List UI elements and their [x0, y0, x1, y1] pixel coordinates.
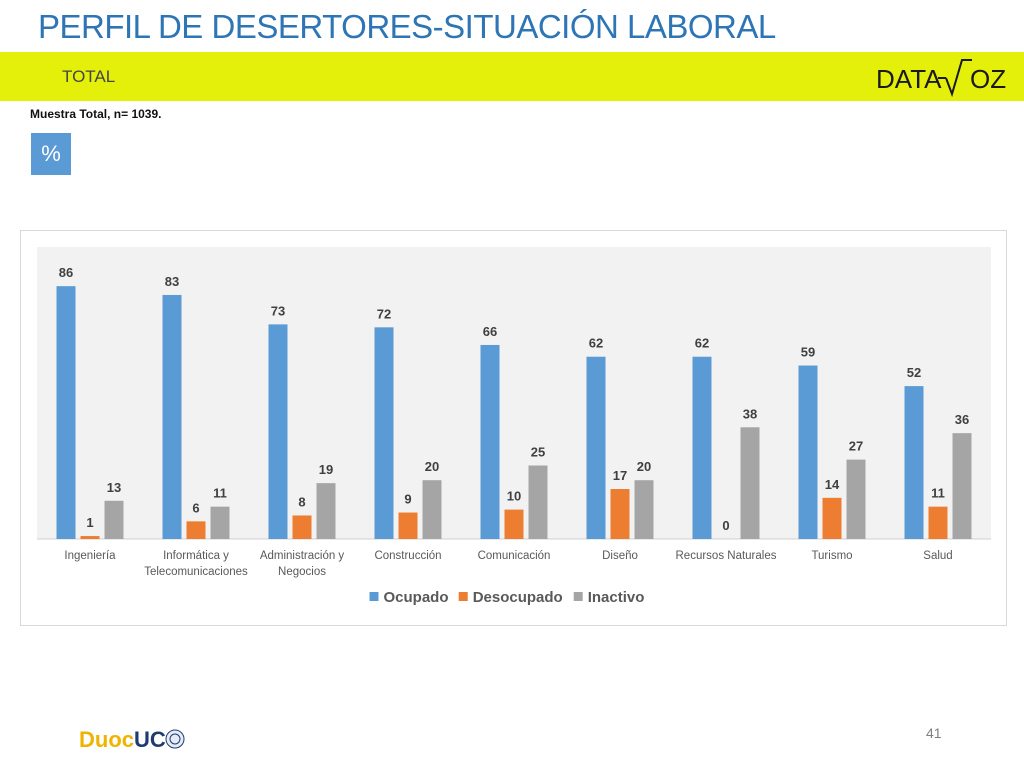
bar-desocupado-1: [186, 521, 206, 539]
category-label: Turismo: [811, 550, 852, 562]
category-label: Informática y: [163, 550, 229, 562]
data-label: 0: [722, 518, 729, 533]
category-label: Telecomunicaciones: [144, 566, 248, 578]
bar-ocupado-2: [268, 324, 288, 539]
data-label: 62: [695, 336, 709, 351]
percent-badge: %: [31, 133, 71, 175]
data-label: 73: [271, 303, 285, 318]
bar-desocupado-0: [80, 536, 100, 539]
bar-inactivo-1: [210, 506, 230, 539]
data-label: 13: [107, 480, 121, 495]
svg-text:Duoc: Duoc: [79, 727, 134, 752]
bar-inactivo-6: [740, 427, 760, 539]
bar-ocupado-8: [904, 386, 924, 539]
legend-label-inactivo: Inactivo: [588, 589, 645, 606]
category-label: Construcción: [374, 550, 441, 562]
datavoz-logo: DATA OZ: [876, 59, 1006, 97]
bar-inactivo-8: [952, 433, 972, 539]
data-label: 59: [801, 345, 815, 360]
plot-area: [37, 247, 991, 539]
svg-text:OZ: OZ: [970, 64, 1006, 94]
data-label: 25: [531, 445, 545, 460]
legend-swatch-desocupado: [458, 592, 468, 601]
slide-subtitle: TOTAL: [62, 67, 116, 86]
sample-note: Muestra Total, n= 1039.: [30, 107, 162, 121]
bar-ocupado-3: [374, 327, 394, 539]
legend-swatch-ocupado: [369, 592, 379, 601]
data-label: 66: [483, 324, 497, 339]
data-label: 86: [59, 265, 73, 280]
data-label: 72: [377, 306, 391, 321]
svg-text:UC: UC: [134, 727, 166, 752]
bar-desocupado-4: [504, 509, 524, 539]
data-label: 83: [165, 274, 179, 289]
svg-text:DATA: DATA: [876, 64, 942, 94]
category-label: Comunicación: [478, 550, 551, 562]
page-number: 41: [926, 725, 942, 741]
bar-desocupado-3: [398, 512, 418, 539]
bar-desocupado-7: [822, 497, 842, 539]
legend-label-desocupado: Desocupado: [473, 589, 563, 606]
data-label: 36: [955, 412, 969, 427]
bar-ocupado-4: [480, 344, 500, 539]
data-label: 27: [849, 439, 863, 454]
data-label: 38: [743, 406, 757, 421]
legend-swatch-inactivo: [573, 592, 583, 601]
bar-desocupado-8: [928, 506, 948, 539]
data-label: 20: [425, 459, 439, 474]
bar-ocupado-1: [162, 294, 182, 539]
bar-inactivo-5: [634, 480, 654, 539]
category-label: Ingeniería: [64, 550, 116, 562]
slide-title: PERFIL DE DESERTORES-SITUACIÓN LABORAL: [38, 8, 776, 45]
data-label: 8: [298, 494, 305, 509]
bar-inactivo-4: [528, 465, 548, 539]
data-label: 14: [825, 477, 840, 492]
data-label: 9: [404, 492, 411, 507]
bar-desocupado-5: [610, 489, 630, 539]
category-label: Administración y: [260, 550, 345, 562]
data-label: 11: [931, 486, 945, 501]
header-band: TOTAL DATA OZ: [0, 52, 1024, 101]
data-label: 17: [613, 468, 627, 483]
category-label: Negocios: [278, 566, 326, 578]
bar-ocupado-7: [798, 365, 818, 539]
data-label: 19: [319, 462, 333, 477]
bar-ocupado-0: [56, 286, 76, 539]
bar-ocupado-5: [586, 356, 606, 539]
legend-label-ocupado: Ocupado: [384, 589, 449, 606]
bar-ocupado-6: [692, 356, 712, 539]
category-label: Diseño: [602, 550, 638, 562]
data-label: 6: [192, 500, 199, 515]
category-label: Recursos Naturales: [676, 550, 777, 562]
bar-inactivo-2: [316, 483, 336, 539]
bar-inactivo-3: [422, 480, 442, 539]
bar-inactivo-7: [846, 459, 866, 539]
data-label: 10: [507, 489, 521, 504]
bar-inactivo-0: [104, 500, 124, 539]
data-label: 52: [907, 365, 921, 380]
category-label: Salud: [923, 550, 952, 562]
chart-frame: 86 1 13 Ingeniería 83 6 11 Informática y Telecom…: [20, 230, 1007, 626]
data-label: 62: [589, 336, 603, 351]
bar-desocupado-2: [292, 515, 312, 539]
data-label: 11: [213, 486, 227, 501]
duocuc-logo: Duoc UC: [79, 727, 185, 752]
data-label: 20: [637, 459, 651, 474]
data-label: 1: [86, 515, 93, 530]
